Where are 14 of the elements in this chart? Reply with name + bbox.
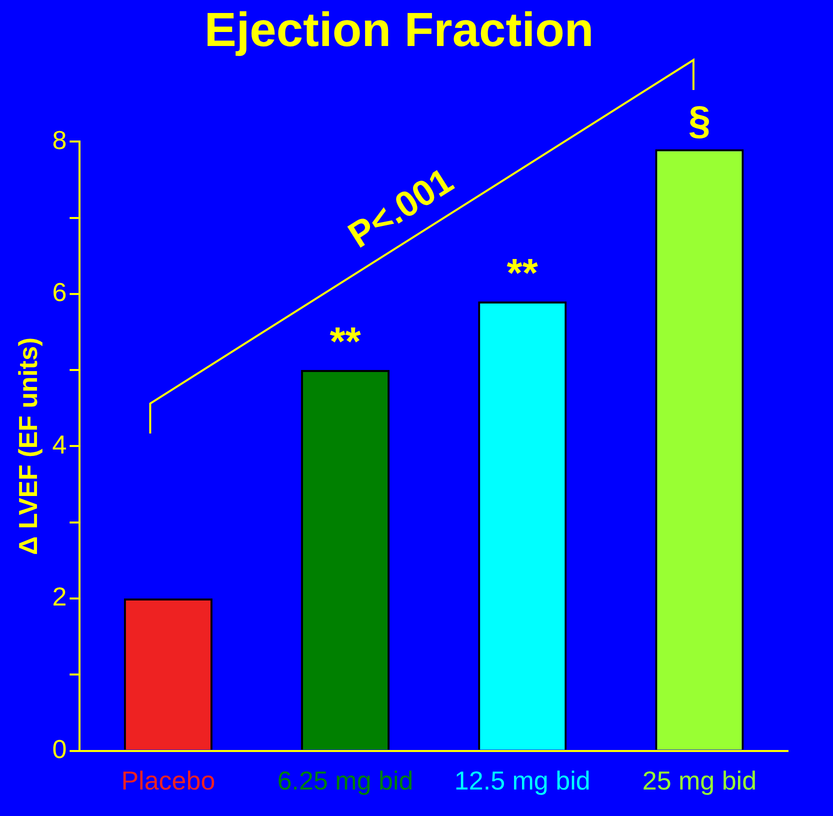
y-tick-label: 6: [52, 277, 67, 308]
y-tick-label: 8: [52, 124, 67, 155]
x-tick-label: 12.5 mg bid: [454, 766, 590, 796]
annotation: §: [688, 99, 711, 144]
y-tick-label: 2: [52, 582, 67, 612]
x-tick-label: Placebo: [121, 766, 216, 796]
chart-title: Ejection Fraction: [204, 4, 594, 58]
annotation: **: [330, 320, 362, 364]
y-axis-title: Δ LVEF (EF units): [12, 337, 43, 555]
x-tick-label: 25 mg bid: [642, 766, 757, 796]
annotation: **: [506, 252, 538, 296]
x-tick-label: 6.25 mg bid: [277, 766, 414, 796]
y-tick-label: 4: [52, 429, 67, 460]
y-tick-label: 0: [52, 734, 67, 764]
